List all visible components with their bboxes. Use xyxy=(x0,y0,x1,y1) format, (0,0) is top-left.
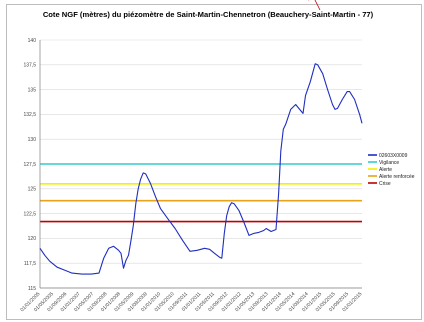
y-tick-label: 140 xyxy=(28,38,37,44)
series-line xyxy=(39,63,363,275)
y-tick-label: 115 xyxy=(28,286,36,292)
y-tick-label: 132,5 xyxy=(23,112,36,118)
legend-label: Crise xyxy=(379,181,391,187)
reference-lines xyxy=(40,163,362,223)
series-group xyxy=(39,63,363,275)
y-tick-label: 137,5 xyxy=(23,63,36,69)
legend-label: Alerte renforcée xyxy=(379,174,415,180)
axes: 115 117,5 120 122,5 125 127,5 130 132,5 135 137,5… xyxy=(19,38,363,313)
red-mark-decoration xyxy=(308,0,321,11)
y-tick-label: 127,5 xyxy=(23,162,36,168)
y-tick-label: 125 xyxy=(28,187,37,193)
y-tick-label: 130 xyxy=(28,137,37,143)
legend-label: Vigilance xyxy=(379,160,399,166)
y-tick-label: 120 xyxy=(28,236,37,242)
chart-title: Cote NGF (mètres) du piézomètre de Saint… xyxy=(43,10,374,19)
y-tick-label: 117,5 xyxy=(24,261,36,267)
chart-frame xyxy=(6,4,422,320)
y-tick-label: 122,5 xyxy=(23,211,36,217)
legend-label: 02603X0009 xyxy=(379,153,408,159)
y-tick-label: 135 xyxy=(28,87,37,93)
legend-label: Alerte xyxy=(379,167,392,173)
